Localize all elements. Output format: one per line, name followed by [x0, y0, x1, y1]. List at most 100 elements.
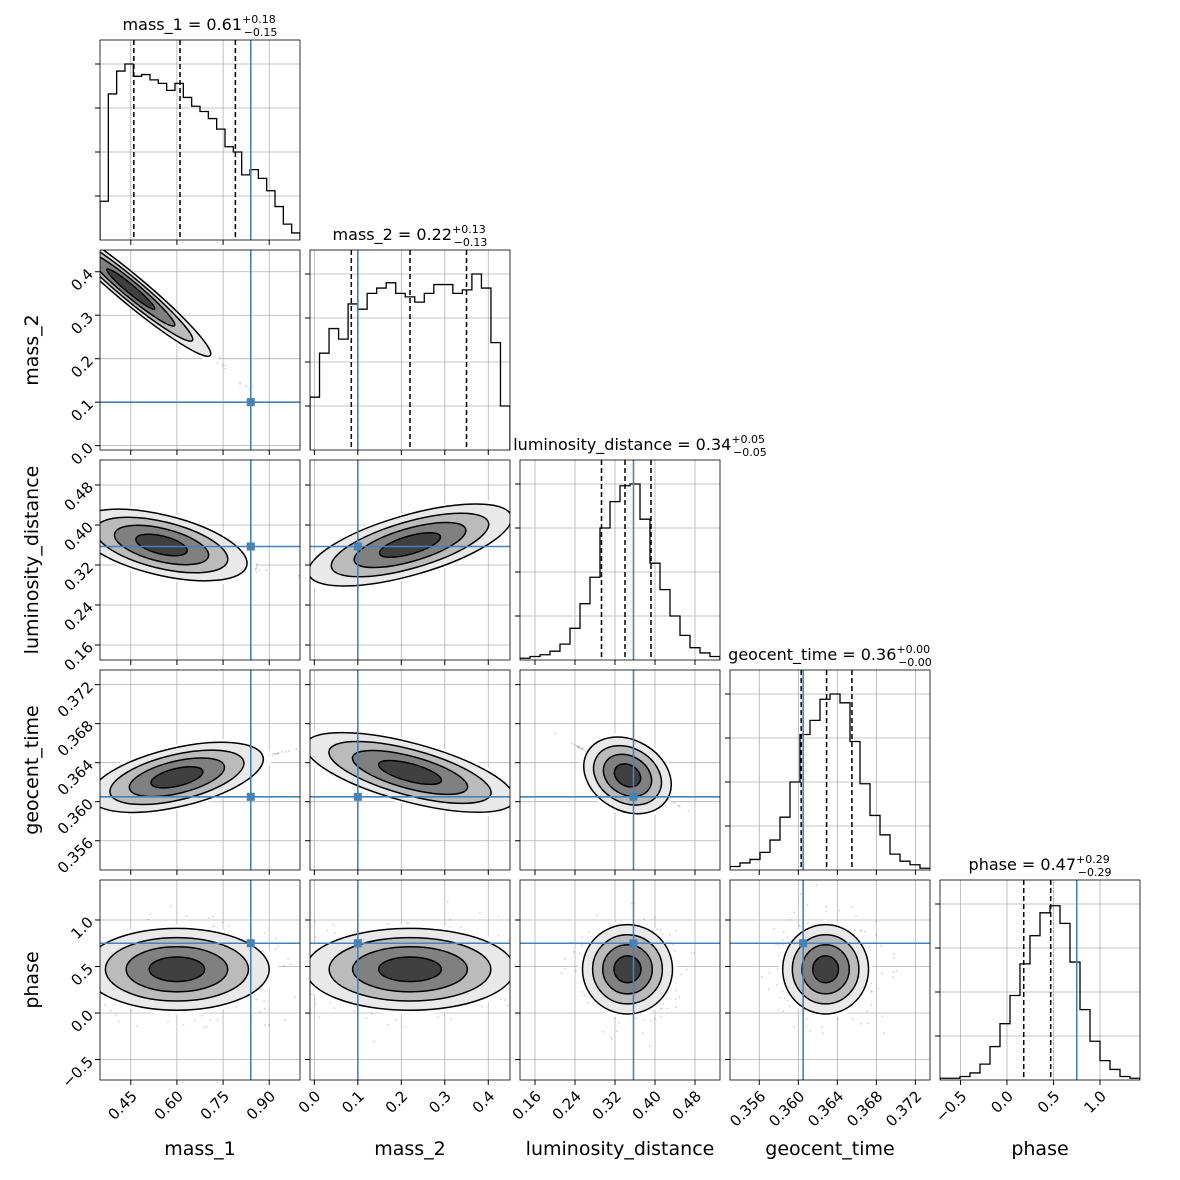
sample-point [86, 993, 88, 995]
sample-point [224, 367, 227, 370]
panel-title: luminosity_distance = 0.34+0.05 −0.05 [513, 433, 767, 459]
sample-point [305, 744, 307, 746]
sample-point [46, 220, 48, 222]
sample-point [218, 356, 221, 358]
sample-point [73, 236, 75, 238]
sample-point [82, 247, 84, 249]
sample-point [213, 925, 215, 928]
sample-point [62, 513, 64, 515]
sample-point [277, 752, 279, 755]
sample-point [239, 381, 241, 384]
sample-point [76, 513, 78, 515]
sample-point [63, 232, 65, 234]
y-tick-label: 0.16 [61, 638, 97, 674]
sample-point [577, 745, 580, 748]
sample-point [86, 1004, 88, 1006]
sample-point [677, 804, 679, 807]
sample-point [579, 747, 582, 750]
sample-point [95, 796, 97, 798]
sample-point [62, 238, 64, 240]
sample-point [67, 802, 69, 804]
sample-point [30, 205, 32, 207]
density-contour [378, 531, 442, 559]
histogram-mass_1: mass_1 = 0.61+0.18 −0.15 [95, 13, 301, 245]
sample-point [255, 730, 257, 732]
sample-point [45, 214, 47, 216]
sample-point [97, 263, 99, 265]
sample-point [555, 503, 557, 505]
sample-point [46, 222, 48, 224]
sample-point [304, 958, 306, 960]
sample-point [235, 725, 237, 727]
sample-point [68, 235, 70, 237]
sample-point [48, 220, 50, 222]
sample-point [288, 739, 290, 741]
panel-title: geocent_time = 0.36+0.00 −0.00 [728, 643, 932, 669]
sample-point [30, 208, 32, 210]
sample-point [91, 255, 93, 257]
sample-point [307, 569, 309, 571]
sample-point [203, 1026, 206, 1029]
sample-point [90, 257, 92, 259]
sample-point [353, 1010, 356, 1013]
axes-frame [99, 39, 301, 241]
sample-point [185, 915, 188, 918]
sample-point [573, 743, 576, 746]
sample-point [90, 541, 92, 543]
sample-point [79, 246, 81, 248]
sample-point [258, 568, 261, 571]
sample-point [56, 1009, 58, 1011]
panel-title: phase = 0.47+0.29 −0.29 [969, 853, 1112, 879]
sample-point [93, 938, 95, 940]
sample-point [274, 753, 277, 755]
sample-point [259, 1010, 261, 1013]
sample-point [109, 1009, 112, 1012]
sample-point [91, 252, 93, 254]
truth-marker [246, 939, 255, 948]
sample-point [67, 240, 69, 242]
y-tick-label: 0.356 [54, 834, 97, 877]
sample-point [72, 240, 74, 242]
sample-point [274, 752, 276, 755]
sample-point [95, 796, 97, 798]
sample-point [291, 740, 293, 742]
sample-point [245, 385, 248, 387]
sample-point [47, 517, 49, 519]
y-tick-label: 0.5 [67, 960, 97, 990]
sample-point [294, 996, 296, 998]
axes-frame [99, 669, 301, 871]
sample-point [578, 747, 581, 750]
sample-point [61, 231, 63, 233]
sample-point [526, 803, 528, 805]
sample-point [302, 743, 304, 745]
panel-mass_1-vs-luminosity_distance: 0.160.240.320.400.48 [47, 459, 301, 675]
sample-point [96, 268, 98, 270]
sample-point [95, 975, 97, 977]
sample-point [83, 252, 85, 254]
y-tick-label: −0.5 [59, 1053, 97, 1091]
sample-point [95, 260, 97, 262]
sample-point [545, 808, 547, 810]
sample-point [262, 598, 264, 600]
sample-point [537, 806, 539, 808]
sample-point [258, 589, 260, 591]
sample-point [387, 1023, 390, 1026]
sample-point [265, 733, 267, 735]
sample-point [103, 1003, 106, 1006]
y-tick-label: 0.24 [61, 598, 97, 634]
sample-point [678, 805, 681, 808]
sample-point [679, 805, 681, 807]
sample-point [54, 227, 56, 229]
sample-point [62, 514, 64, 516]
y-tick-label: 0.3 [67, 308, 97, 338]
sample-point [264, 932, 266, 934]
density-contour [377, 759, 443, 786]
y-tick-label: 0.0 [67, 439, 97, 469]
sample-point [251, 385, 254, 388]
sample-point [84, 251, 86, 253]
sample-point [39, 214, 41, 216]
sample-point [96, 975, 98, 977]
sample-point [514, 517, 516, 519]
sample-point [59, 936, 61, 938]
